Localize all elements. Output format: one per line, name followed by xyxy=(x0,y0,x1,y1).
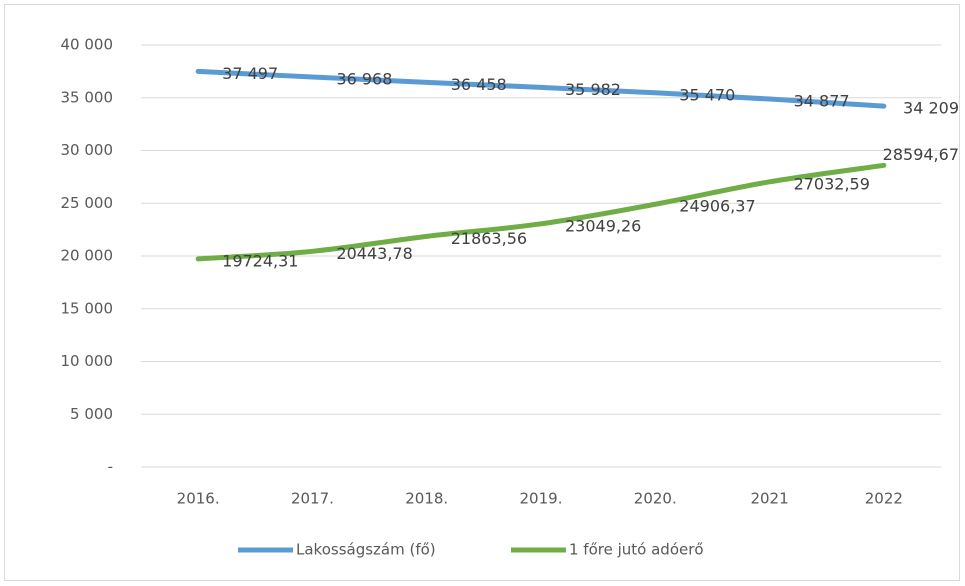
y-tick-label: 5 000 xyxy=(70,405,113,423)
y-tick-label: 40 000 xyxy=(61,36,114,54)
data-label: 28594,67 xyxy=(883,145,959,164)
y-tick-label: 25 000 xyxy=(61,194,114,212)
data-label: 27032,59 xyxy=(794,174,870,193)
x-tick-label: 2016. xyxy=(177,490,220,508)
y-tick-label: 30 000 xyxy=(61,141,114,159)
data-label: 19724,31 xyxy=(222,251,298,270)
series-line xyxy=(195,162,887,262)
data-label: 20443,78 xyxy=(336,244,412,263)
data-label: 21863,56 xyxy=(451,229,527,248)
data-label: 36 458 xyxy=(451,75,507,94)
data-label: 24906,37 xyxy=(679,197,755,216)
x-tick-label: 2018. xyxy=(405,490,448,508)
series-line xyxy=(195,68,887,109)
legend-label: Lakosságszám (fő) xyxy=(296,541,436,559)
data-label: 37 497 xyxy=(222,64,278,83)
data-label: 34 209 xyxy=(903,99,959,118)
y-tick-label: 15 000 xyxy=(61,299,114,317)
x-tick-label: 2022 xyxy=(865,490,903,508)
x-tick-label: 2021 xyxy=(750,490,788,508)
x-tick-label: 2017. xyxy=(291,490,334,508)
x-tick-label: 2020. xyxy=(634,490,677,508)
data-label: 34 877 xyxy=(794,92,850,111)
y-tick-label: 20 000 xyxy=(61,247,114,265)
data-label: 23049,26 xyxy=(565,216,641,235)
data-label: 36 968 xyxy=(336,69,392,88)
data-label: 35 470 xyxy=(679,85,735,104)
y-tick-label: 10 000 xyxy=(61,352,114,370)
legend-label: 1 főre jutó adóerő xyxy=(569,541,704,559)
x-tick-label: 2019. xyxy=(520,490,563,508)
data-label: 35 982 xyxy=(565,80,621,99)
y-tick-label: - xyxy=(108,458,113,476)
y-tick-label: 35 000 xyxy=(61,88,114,106)
